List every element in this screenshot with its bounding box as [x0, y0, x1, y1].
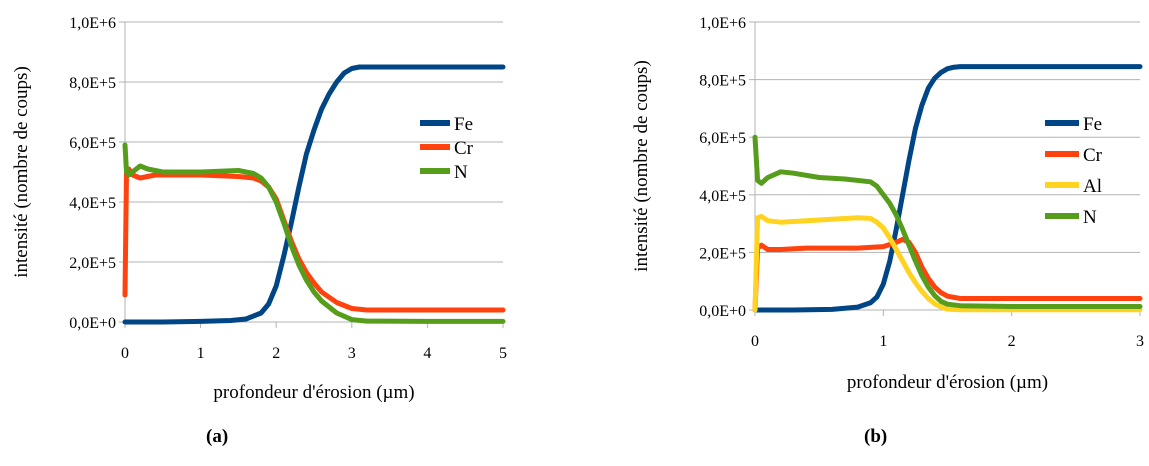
- legend-label-cr: Cr: [1083, 145, 1103, 166]
- series-line-cr: [752, 236, 1143, 313]
- y-tick-label: 0,0E+0: [699, 303, 746, 320]
- y-tick-label: 4,0E+5: [69, 195, 116, 212]
- chart-b: 0,0E+0 2,0E+5 4,0E+5 6,0E+5 8,0E+5 1,0E+6 0 1 2 3…: [580, 0, 1149, 461]
- y-tick-label: 8,0E+5: [69, 75, 116, 92]
- legend-label-n: N: [454, 162, 468, 183]
- legend-label-fe: Fe: [1083, 114, 1102, 135]
- series-line-fe: [752, 64, 1143, 313]
- y-tick-label: 2,0E+5: [69, 255, 116, 272]
- x-tick-label: 3: [1136, 333, 1144, 350]
- x-tick-label: 1: [879, 333, 887, 350]
- legend-label-al: Al: [1083, 176, 1102, 197]
- y-tick-label: 8,0E+5: [699, 73, 746, 90]
- y-tick-label: 6,0E+5: [699, 130, 746, 147]
- legend-label-n: N: [1083, 207, 1097, 228]
- y-axis-label: intensité (nombre de coups): [11, 66, 32, 278]
- x-tick-label: 0: [121, 345, 129, 362]
- x-tick-label: 2: [272, 345, 280, 362]
- x-axis-label: profondeur d'érosion (µm): [213, 382, 414, 403]
- y-axis-label: intensité (nombre de coups): [631, 60, 652, 272]
- y-tick-label: 1,0E+6: [699, 15, 746, 32]
- x-tick-label: 1: [197, 345, 205, 362]
- y-tick-label: 1,0E+6: [69, 15, 116, 32]
- x-tick-label: 0: [751, 333, 759, 350]
- chart-b-svg: 0,0E+0 2,0E+5 4,0E+5 6,0E+5 8,0E+5 1,0E+6 0 1 2 3…: [631, 15, 1144, 393]
- y-tick-label: 2,0E+5: [699, 245, 746, 262]
- x-tick-label: 4: [423, 345, 431, 362]
- x-tick-label: 3: [348, 345, 356, 362]
- y-tick-label: 6,0E+5: [69, 135, 116, 152]
- y-tick-label: 4,0E+5: [699, 188, 746, 205]
- caption-b: (b): [864, 426, 888, 447]
- x-tick-label: 2: [1008, 333, 1016, 350]
- x-tick-label: 5: [499, 345, 507, 362]
- legend-label-cr: Cr: [454, 138, 474, 159]
- y-tick-label: 0,0E+0: [69, 315, 116, 332]
- caption-a: (a): [206, 426, 229, 447]
- chart-a-svg: 0,0E+0 2,0E+5 4,0E+5 6,0E+5 8,0E+5 1,0E+6 0 1 2 3…: [11, 15, 507, 403]
- x-axis-label: profondeur d'érosion (µm): [847, 372, 1048, 393]
- chart-a: 0,0E+0 2,0E+5 4,0E+5 6,0E+5 8,0E+5 1,0E+6 0 1 2 3…: [0, 0, 560, 461]
- series-line-fe: [122, 64, 506, 325]
- legend-label-fe: Fe: [454, 114, 473, 135]
- series-line-n: [122, 142, 506, 324]
- series-line-n: [752, 134, 1143, 309]
- series-line-al: [752, 213, 1143, 313]
